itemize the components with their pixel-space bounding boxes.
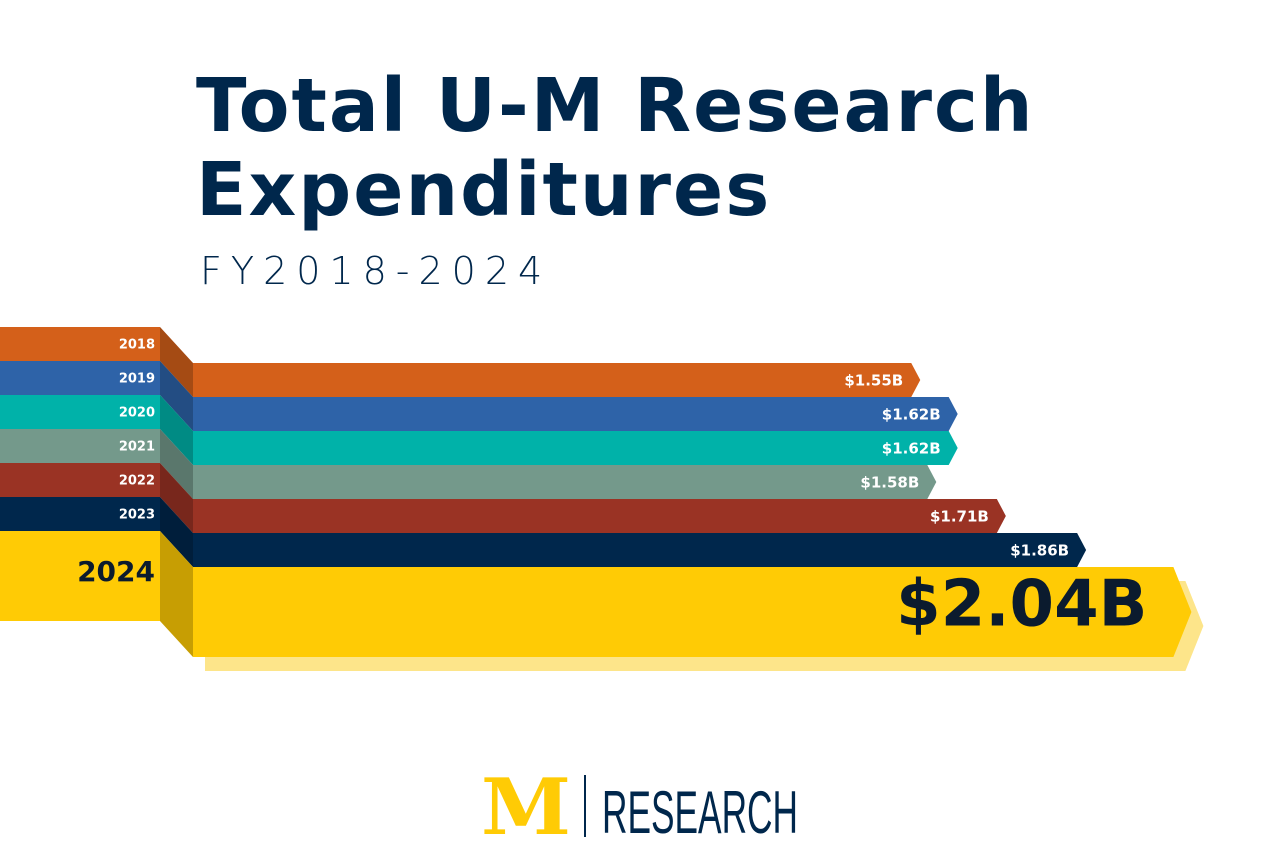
tab-fold (160, 327, 193, 397)
year-label: 2020 (119, 406, 155, 421)
title-line: Total U-M Research (196, 63, 1035, 149)
title-line: Expenditures (196, 147, 771, 233)
tab-fold-shade (160, 361, 193, 431)
bar (193, 397, 958, 431)
subtitle: FY2018-2024 (200, 249, 551, 293)
year-tab (0, 531, 160, 621)
tab-fold-shade (160, 463, 193, 533)
value-label: $1.71B (930, 508, 989, 526)
tab-fold (160, 497, 193, 567)
tab-fold-shade (160, 497, 193, 567)
value-label: $1.58B (860, 474, 919, 492)
value-label: $1.86B (1010, 542, 1069, 560)
bar (193, 533, 1087, 567)
tab-fold (160, 531, 193, 657)
year-tab (0, 497, 160, 531)
year-label: 2024 (77, 555, 155, 588)
year-label: 2022 (119, 474, 155, 489)
year-tab (0, 361, 160, 395)
year-label: 2023 (119, 508, 155, 523)
tab-fold-shade (160, 327, 193, 397)
tab-fold-shade (160, 395, 193, 465)
tab-fold-shade (160, 429, 193, 499)
logo-mark: M (481, 762, 571, 853)
tab-fold-shade (160, 531, 193, 657)
bar (193, 567, 1192, 657)
year-label: 2019 (119, 372, 155, 387)
logo-text: RESEARCH (602, 779, 798, 846)
year-tab (0, 327, 160, 361)
bars: 2018 $1.55B 2019 $1.62B 2020 $1.62B 2021 $1.58B… (0, 327, 1204, 671)
year-label: 2018 (119, 338, 155, 353)
bar (193, 431, 958, 465)
value-label: $1.55B (844, 372, 903, 390)
bar (193, 465, 937, 499)
tab-fold (160, 361, 193, 431)
tab-fold (160, 429, 193, 499)
bar (193, 499, 1006, 533)
bar (193, 363, 921, 397)
logo-divider (584, 775, 586, 837)
value-label: $2.04B (896, 568, 1147, 642)
value-label: $1.62B (882, 440, 941, 458)
year-tab (0, 395, 160, 429)
year-tab (0, 463, 160, 497)
year-label: 2021 (119, 440, 155, 455)
year-tab (0, 429, 160, 463)
tab-fold (160, 395, 193, 465)
value-label: $1.62B (882, 406, 941, 424)
tab-fold (160, 463, 193, 533)
